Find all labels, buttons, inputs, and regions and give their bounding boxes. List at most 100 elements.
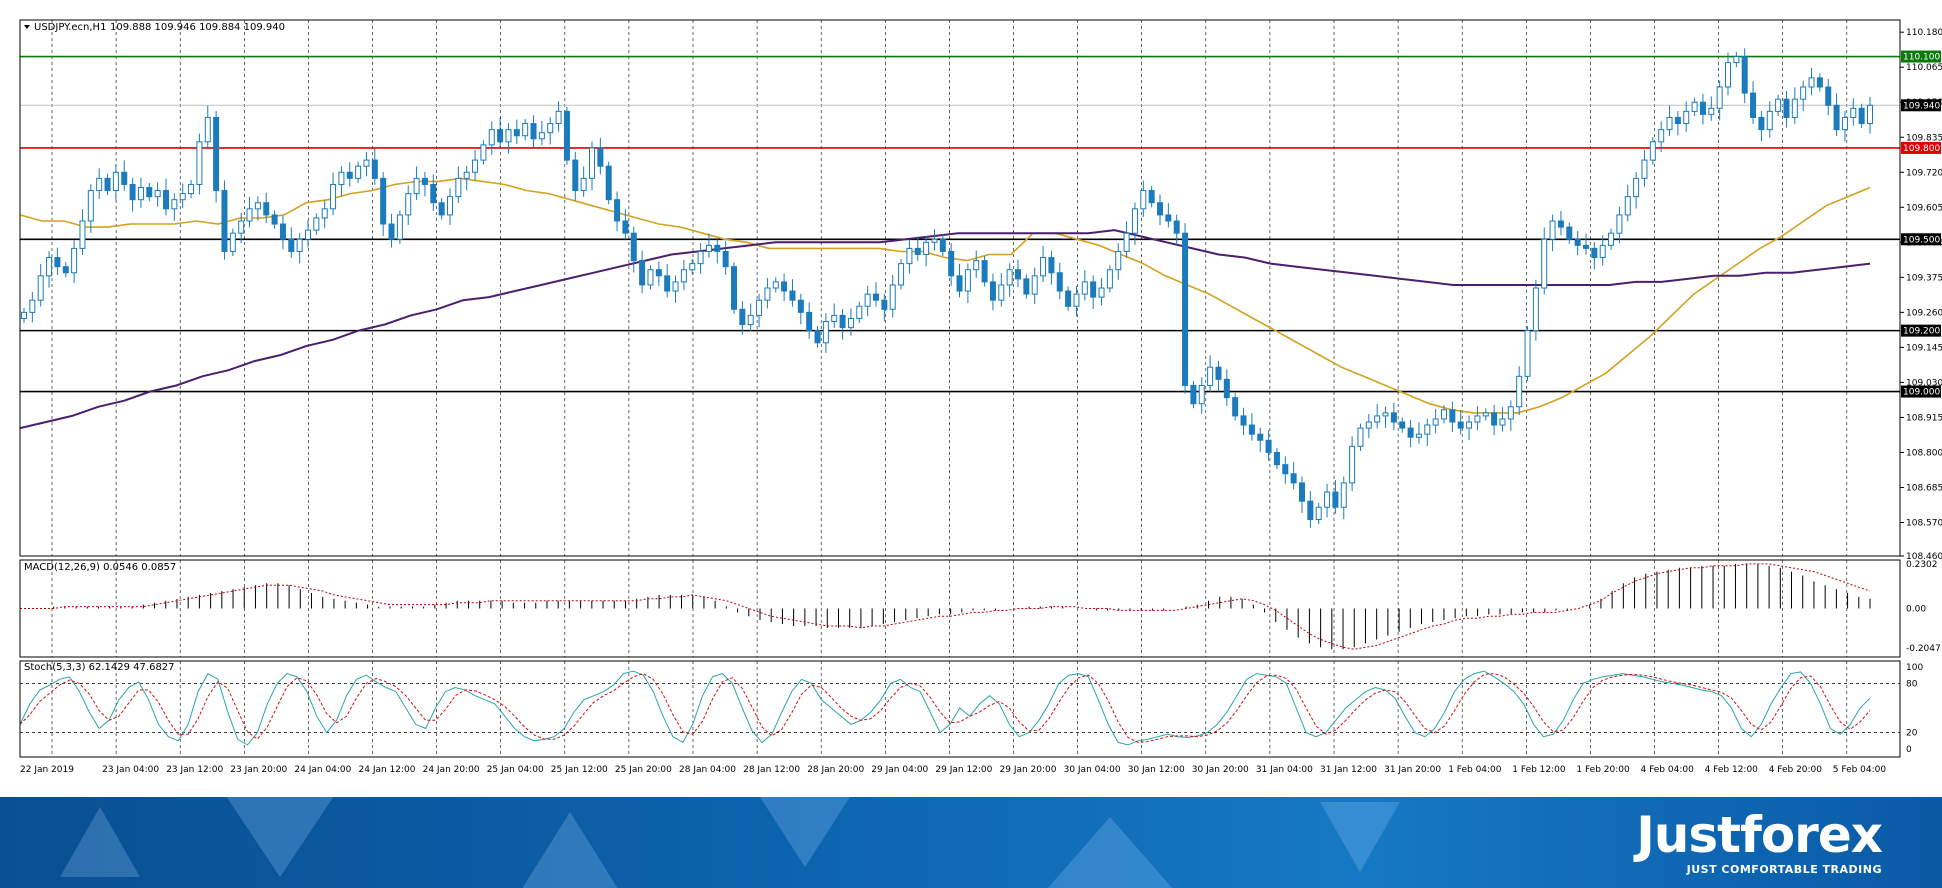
candle-body[interactable]	[1357, 427, 1364, 447]
candle-body[interactable]	[1491, 412, 1498, 426]
candle-body[interactable]	[188, 183, 195, 195]
candle-body[interactable]	[538, 132, 545, 140]
candle-body[interactable]	[54, 257, 61, 268]
candle-body[interactable]	[914, 247, 921, 255]
candle-body[interactable]	[1532, 287, 1539, 332]
candle-body[interactable]	[1190, 384, 1197, 405]
candle-body[interactable]	[1299, 482, 1305, 502]
candle-body[interactable]	[1424, 424, 1431, 435]
candle-body[interactable]	[989, 281, 996, 301]
candle-body[interactable]	[1583, 244, 1589, 249]
candle-body[interactable]	[881, 299, 888, 310]
candle-body[interactable]	[163, 190, 169, 210]
candle-body[interactable]	[1081, 281, 1088, 295]
candle-body[interactable]	[1549, 220, 1556, 240]
candle-body[interactable]	[1766, 110, 1773, 131]
candle-body[interactable]	[889, 284, 896, 310]
candle-body[interactable]	[739, 308, 746, 326]
candle-body[interactable]	[96, 177, 103, 192]
candle-body[interactable]	[1182, 232, 1189, 386]
candle-body[interactable]	[1273, 451, 1280, 466]
candle-body[interactable]	[680, 269, 687, 283]
candle-body[interactable]	[605, 165, 612, 201]
candle-body[interactable]	[1340, 482, 1347, 508]
candle-body[interactable]	[1624, 196, 1631, 216]
candle-body[interactable]	[864, 293, 871, 307]
candle-body[interactable]	[797, 299, 804, 313]
candle-body[interactable]	[1541, 238, 1548, 289]
candle-body[interactable]	[1449, 409, 1456, 423]
candle-body[interactable]	[948, 250, 955, 277]
candle-body[interactable]	[121, 171, 128, 185]
candle-body[interactable]	[1015, 269, 1021, 280]
candle-body[interactable]	[1315, 506, 1322, 520]
candle-body[interactable]	[380, 177, 387, 225]
candle-body[interactable]	[705, 244, 712, 252]
candle-body[interactable]	[589, 147, 595, 179]
candle-body[interactable]	[1566, 226, 1573, 240]
candle-body[interactable]	[430, 183, 437, 204]
candle-body[interactable]	[371, 159, 378, 179]
candle-body[interactable]	[1524, 330, 1531, 377]
candle-body[interactable]	[1065, 290, 1072, 307]
candle-body[interactable]	[572, 159, 579, 192]
candle-body[interactable]	[463, 171, 470, 179]
candle-body[interactable]	[1441, 409, 1447, 420]
candle-body[interactable]	[822, 321, 829, 344]
candle-body[interactable]	[1282, 464, 1289, 475]
candle-body[interactable]	[346, 171, 353, 179]
candle-body[interactable]	[279, 223, 286, 240]
candle-body[interactable]	[1173, 220, 1180, 234]
candle-body[interactable]	[1858, 107, 1865, 125]
candle-body[interactable]	[1207, 366, 1214, 386]
candle-body[interactable]	[497, 129, 504, 143]
candle-body[interactable]	[413, 177, 420, 195]
candle-body[interactable]	[622, 220, 629, 234]
candle-body[interactable]	[62, 266, 69, 274]
candle-body[interactable]	[956, 275, 963, 292]
symbol-label[interactable]: USDJPY.ecn,H1	[34, 22, 106, 33]
candle-body[interactable]	[179, 193, 186, 201]
candle-body[interactable]	[906, 247, 913, 265]
candle-body[interactable]	[614, 199, 621, 222]
candle-body[interactable]	[1131, 208, 1138, 234]
candle-body[interactable]	[263, 202, 270, 216]
candle-body[interactable]	[1365, 421, 1372, 429]
candle-body[interactable]	[1090, 281, 1097, 298]
candle-body[interactable]	[1006, 269, 1013, 286]
candle-body[interactable]	[672, 281, 679, 292]
candle-body[interactable]	[1432, 418, 1439, 426]
candle-body[interactable]	[1733, 56, 1740, 64]
candlesticks[interactable]	[21, 48, 1873, 528]
candle-body[interactable]	[129, 183, 136, 201]
candle-body[interactable]	[330, 183, 337, 210]
candle-body[interactable]	[973, 260, 980, 271]
candle-body[interactable]	[288, 238, 295, 252]
candle-body[interactable]	[1165, 214, 1172, 222]
candle-body[interactable]	[806, 311, 813, 332]
candle-body[interactable]	[46, 257, 53, 277]
candle-body[interactable]	[981, 260, 988, 283]
candle-body[interactable]	[1198, 384, 1205, 405]
candle-body[interactable]	[756, 299, 763, 316]
candle-body[interactable]	[1750, 92, 1757, 118]
candle-body[interactable]	[1223, 378, 1230, 399]
candle-body[interactable]	[630, 232, 637, 262]
candle-body[interactable]	[1466, 421, 1473, 429]
candle-body[interactable]	[1850, 107, 1857, 118]
candle-body[interactable]	[522, 123, 529, 137]
candle-body[interactable]	[1115, 250, 1122, 271]
candle-body[interactable]	[137, 187, 144, 201]
candle-body[interactable]	[1716, 86, 1723, 109]
candle-body[interactable]	[1599, 244, 1606, 259]
candle-body[interactable]	[305, 229, 311, 240]
candle-body[interactable]	[1833, 104, 1840, 131]
candle-body[interactable]	[856, 305, 863, 319]
candle-body[interactable]	[998, 284, 1005, 301]
candle-body[interactable]	[238, 220, 245, 234]
candle-body[interactable]	[1399, 421, 1406, 429]
candle-body[interactable]	[731, 266, 737, 310]
candle-body[interactable]	[1056, 272, 1063, 292]
candle-body[interactable]	[923, 241, 930, 255]
candle-body[interactable]	[747, 314, 754, 326]
